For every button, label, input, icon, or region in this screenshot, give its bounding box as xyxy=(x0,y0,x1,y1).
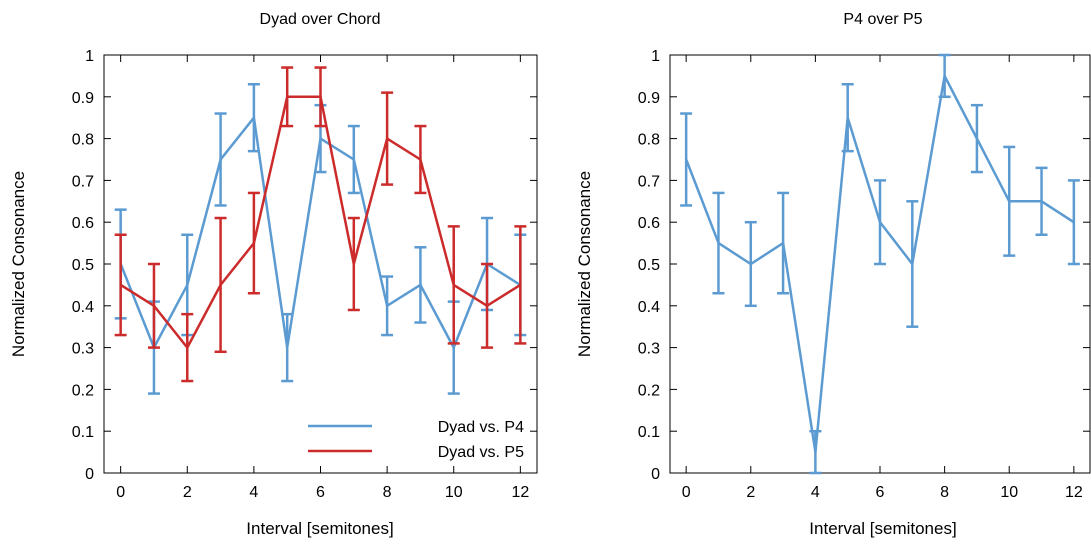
y-tick-label: 0.9 xyxy=(72,90,94,107)
y-tick-label: 1 xyxy=(651,48,660,65)
x-tick-label: 12 xyxy=(1065,484,1083,501)
y-axis-label: Normalized Consonance xyxy=(9,171,28,357)
series-layer xyxy=(114,66,527,395)
series-0 xyxy=(114,83,527,395)
x-tick-label: 6 xyxy=(876,484,885,501)
y-tick-label: 0 xyxy=(85,466,94,483)
y-tick-label: 0.1 xyxy=(72,424,94,441)
y-tick-label: 1 xyxy=(85,48,94,65)
series-0 xyxy=(680,53,1080,475)
y-axis-label: Normalized Consonance xyxy=(575,171,594,357)
chart-dyad-over-chord: Dyad over Chord 0 0.1 0.2 0.3 0.4 0.5 0.6 0.7 0.… xyxy=(9,11,538,538)
x-tick-label: 0 xyxy=(116,484,125,501)
x-tick-label: 8 xyxy=(383,484,392,501)
y-tick-label: 0.5 xyxy=(638,257,660,274)
x-tick-label: 10 xyxy=(445,484,463,501)
y-tick-label: 0.5 xyxy=(72,257,94,274)
x-axis: 0 2 4 6 8 10 12 xyxy=(682,55,1083,501)
y-tick-label: 0.9 xyxy=(638,90,660,107)
y-tick-label: 0.8 xyxy=(638,132,660,149)
y-tick-label: 0.7 xyxy=(72,173,94,190)
y-axis: 0 0.1 0.2 0.3 0.4 0.5 0.6 0.7 0.8 0.9 1 xyxy=(72,48,537,483)
chart-title: Dyad over Chord xyxy=(260,11,381,28)
x-axis-label: Interval [semitones] xyxy=(809,519,956,538)
y-tick-label: 0.3 xyxy=(72,341,94,358)
y-tick-label: 0.2 xyxy=(72,382,94,399)
y-tick-label: 0.2 xyxy=(638,382,660,399)
x-tick-label: 6 xyxy=(316,484,325,501)
y-tick-label: 0.3 xyxy=(638,341,660,358)
x-tick-label: 2 xyxy=(183,484,192,501)
y-tick-label: 0.8 xyxy=(72,132,94,149)
legend: Dyad vs. P4 Dyad vs. P5 xyxy=(308,419,524,461)
legend-label-p4: Dyad vs. P4 xyxy=(438,419,524,436)
y-tick-label: 0 xyxy=(651,466,660,483)
x-tick-label: 4 xyxy=(249,484,258,501)
x-axis: 0 2 4 6 8 10 12 xyxy=(116,55,529,501)
y-tick-label: 0.1 xyxy=(638,424,660,441)
x-tick-label: 12 xyxy=(511,484,529,501)
y-tick-label: 0.6 xyxy=(72,215,94,232)
x-axis-label: Interval [semitones] xyxy=(246,519,393,538)
legend-label-p5: Dyad vs. P5 xyxy=(438,444,524,461)
series-layer xyxy=(680,53,1080,475)
series-1 xyxy=(114,66,527,383)
y-axis: 0 0.1 0.2 0.3 0.4 0.5 0.6 0.7 0.8 0.9 1 xyxy=(638,48,1090,483)
y-tick-label: 0.7 xyxy=(638,173,660,190)
y-tick-label: 0.6 xyxy=(638,215,660,232)
chart-p4-over-p5: P4 over P5 0 0.1 0.2 0.3 0.4 0.5 0.6 0.7 0.8 0.9 1… xyxy=(575,11,1091,538)
x-tick-label: 2 xyxy=(746,484,755,501)
y-tick-label: 0.4 xyxy=(638,299,660,316)
x-tick-label: 10 xyxy=(1000,484,1018,501)
x-tick-label: 0 xyxy=(682,484,691,501)
x-tick-label: 8 xyxy=(940,484,949,501)
chart-title: P4 over P5 xyxy=(843,11,922,28)
x-tick-label: 4 xyxy=(811,484,820,501)
y-tick-label: 0.4 xyxy=(72,299,94,316)
